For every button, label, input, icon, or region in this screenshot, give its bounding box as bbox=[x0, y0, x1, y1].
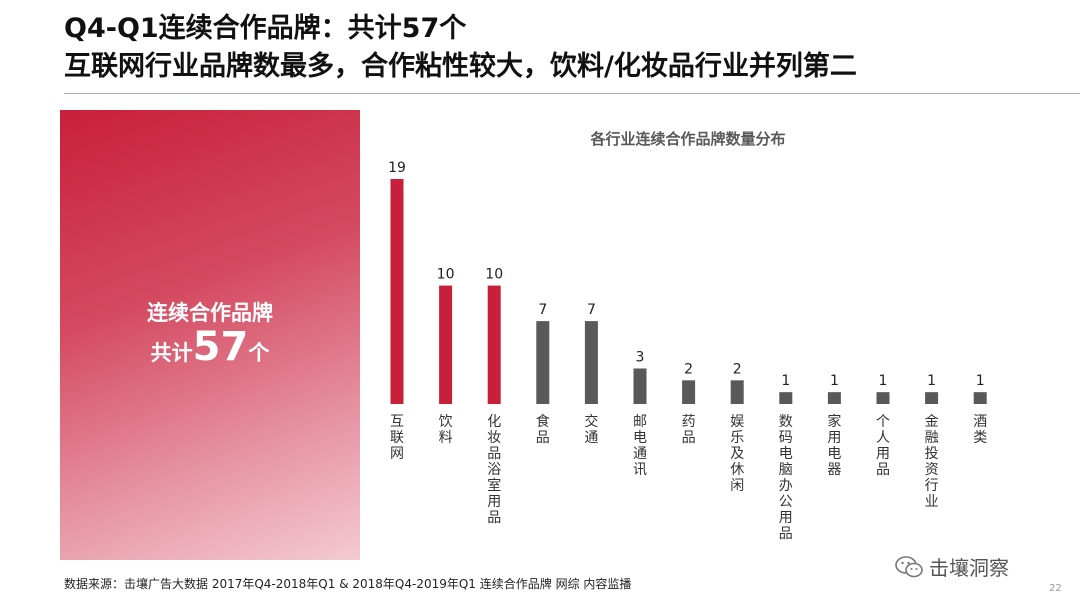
bar-11 bbox=[925, 392, 939, 404]
category-label-3: 食品 bbox=[536, 413, 550, 446]
bar-value-9: 1 bbox=[830, 373, 839, 389]
category-label-9: 家用电器 bbox=[827, 413, 841, 478]
wechat-icon bbox=[895, 555, 923, 577]
bar-1 bbox=[439, 285, 453, 404]
bar-value-4: 7 bbox=[587, 302, 596, 318]
bar-7 bbox=[730, 380, 744, 404]
bar-5 bbox=[633, 368, 647, 404]
category-label-7: 娱乐及休闲 bbox=[730, 414, 744, 494]
bar-12 bbox=[973, 392, 987, 404]
bar-value-1: 10 bbox=[437, 267, 455, 283]
bar-8 bbox=[779, 392, 793, 404]
category-label-4: 交通 bbox=[584, 413, 598, 446]
slide-title: Q4-Q1连续合作品牌：共计57个 互联网行业品牌数最多，合作粘性较大，饮料/化… bbox=[64, 10, 857, 86]
summary-prefix: 共计 bbox=[150, 341, 193, 365]
summary-label: 连续合作品牌 bbox=[147, 301, 273, 325]
brand-mark: 击壤洞察 bbox=[895, 552, 1009, 581]
page-number: 22 bbox=[1049, 583, 1062, 594]
bar-chart: 各行业连续合作品牌数量分布 19 互联网 10 饮料 10 化妆品浴室用品 7 食品 7 交通 3 邮电… bbox=[388, 130, 987, 542]
bar-2 bbox=[487, 285, 501, 404]
bar-value-11: 1 bbox=[927, 373, 936, 389]
bar-3 bbox=[536, 321, 550, 404]
bar-value-8: 1 bbox=[781, 373, 790, 389]
bar-4 bbox=[584, 321, 598, 404]
category-label-0: 互联网 bbox=[390, 414, 404, 462]
summary-card: 连续合作品牌 共计57个 bbox=[60, 110, 360, 560]
category-label-10: 个人用品 bbox=[876, 414, 890, 478]
category-label-1: 饮料 bbox=[439, 414, 453, 446]
category-label-2: 化妆品浴室用品 bbox=[487, 414, 501, 526]
title-line-1: Q4-Q1连续合作品牌：共计57个 bbox=[64, 13, 467, 44]
brand-name: 击壤洞察 bbox=[929, 556, 1009, 580]
bar-value-10: 1 bbox=[879, 373, 888, 389]
category-label-11: 金融投资行业 bbox=[925, 414, 939, 510]
bar-value-2: 10 bbox=[485, 267, 503, 283]
bar-value-3: 7 bbox=[538, 302, 547, 318]
bar-10 bbox=[876, 392, 890, 404]
title-divider bbox=[64, 93, 1080, 94]
title-line-2: 互联网行业品牌数最多，合作粘性较大，饮料/化妆品行业并列第二 bbox=[64, 51, 857, 82]
bar-6 bbox=[682, 380, 696, 404]
bar-value-0: 19 bbox=[388, 160, 406, 176]
category-label-8: 数码电脑办公用品 bbox=[779, 414, 793, 542]
bar-value-12: 1 bbox=[976, 373, 985, 389]
summary-count: 57 bbox=[192, 324, 249, 370]
chart-title: 各行业连续合作品牌数量分布 bbox=[589, 130, 785, 148]
category-label-5: 邮电通讯 bbox=[633, 414, 647, 478]
category-label-6: 药品 bbox=[682, 414, 696, 446]
category-label-12: 酒类 bbox=[973, 414, 987, 446]
bar-value-5: 3 bbox=[636, 349, 645, 365]
bar-value-7: 2 bbox=[733, 361, 742, 377]
bar-0 bbox=[390, 179, 404, 404]
bar-9 bbox=[827, 392, 841, 404]
bar-value-6: 2 bbox=[684, 361, 693, 377]
summary-total: 共计57个 bbox=[60, 324, 360, 370]
data-source-note: 数据来源：击壤广告大数据 2017年Q4-2018年Q1 & 2018年Q4-2… bbox=[64, 577, 632, 591]
summary-suffix: 个 bbox=[248, 341, 270, 365]
